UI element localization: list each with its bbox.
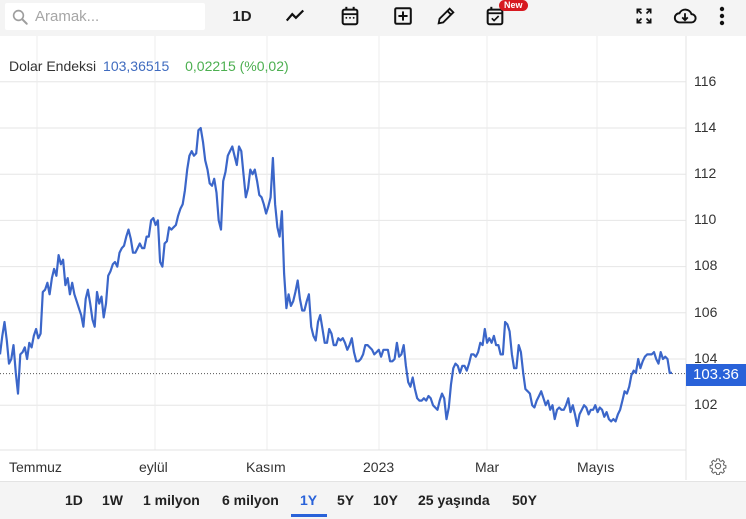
x-tick-label: Temmuz xyxy=(9,459,62,475)
x-tick-label: 2023 xyxy=(363,459,395,475)
range-50y[interactable]: 50Y xyxy=(512,492,537,508)
range-25y[interactable]: 25 yaşında xyxy=(418,492,490,508)
y-tick-label: 102 xyxy=(694,396,718,412)
legend-change: 0,02215 (%0,02) xyxy=(185,58,289,74)
y-tick-label: 116 xyxy=(694,73,717,89)
active-range-indicator xyxy=(291,514,327,517)
y-tick-label: 110 xyxy=(694,211,717,227)
fullscreen-icon xyxy=(636,8,652,24)
range-1d[interactable]: 1D xyxy=(65,492,83,508)
download-button[interactable] xyxy=(670,0,700,32)
search-placeholder: Aramak... xyxy=(35,8,100,25)
legend-symbol-name: Dolar Endeksi xyxy=(9,58,97,74)
y-tick-label: 108 xyxy=(694,257,718,273)
y-tick-label: 112 xyxy=(694,165,717,181)
calendar-check-icon xyxy=(486,6,504,26)
range-1y[interactable]: 1Y xyxy=(300,492,318,508)
more-vert-icon xyxy=(719,6,725,26)
x-tick-label: Kasım xyxy=(246,459,286,475)
search-input[interactable]: Aramak... xyxy=(5,3,205,30)
x-tick-label: eylül xyxy=(139,459,168,475)
range-1w[interactable]: 1W xyxy=(102,492,123,508)
add-box-icon xyxy=(394,7,412,25)
draw-button[interactable] xyxy=(431,0,461,32)
interval-button[interactable]: 1D xyxy=(232,7,252,25)
calendar-icon xyxy=(341,6,359,26)
chart-area[interactable] xyxy=(0,36,746,480)
range-10y[interactable]: 10Y xyxy=(373,492,398,508)
new-badge: New xyxy=(499,0,528,11)
range-1m[interactable]: 1 milyon xyxy=(143,492,200,508)
range-selector: 1D 1W 1 milyon 6 milyon 1Y 5Y 10Y 25 yaş… xyxy=(0,481,746,519)
compare-button[interactable] xyxy=(388,0,418,32)
range-5y[interactable]: 5Y xyxy=(337,492,355,508)
fullscreen-button[interactable] xyxy=(629,0,659,32)
events-button[interactable] xyxy=(480,0,510,32)
toolbar: Aramak... 1D New xyxy=(0,0,746,36)
range-6m[interactable]: 6 milyon xyxy=(222,492,279,508)
y-tick-label: 106 xyxy=(694,304,718,320)
chart-settings-button[interactable] xyxy=(709,457,727,480)
cloud-download-icon xyxy=(673,8,697,24)
search-icon xyxy=(12,9,28,25)
price-chart[interactable] xyxy=(0,36,746,480)
chart-legend: Dolar Endeksi 103,36515 0,02215 (%0,02) xyxy=(9,58,289,74)
x-tick-label: Mar xyxy=(475,459,500,475)
legend-value: 103,36515 xyxy=(103,58,170,74)
more-menu-button[interactable] xyxy=(710,0,734,32)
y-tick-label: 114 xyxy=(694,119,717,135)
gear-icon xyxy=(709,458,727,476)
pencil-icon xyxy=(437,7,455,25)
x-tick-label: Mayıs xyxy=(577,459,615,475)
price-line xyxy=(0,126,672,428)
last-price-tag: 103.36 xyxy=(686,364,746,386)
line-chart-icon xyxy=(285,9,305,22)
chart-type-button[interactable] xyxy=(280,0,310,32)
date-range-button[interactable] xyxy=(335,0,365,32)
grid-lines xyxy=(0,36,686,450)
y-tick-label: 104 xyxy=(694,350,718,366)
